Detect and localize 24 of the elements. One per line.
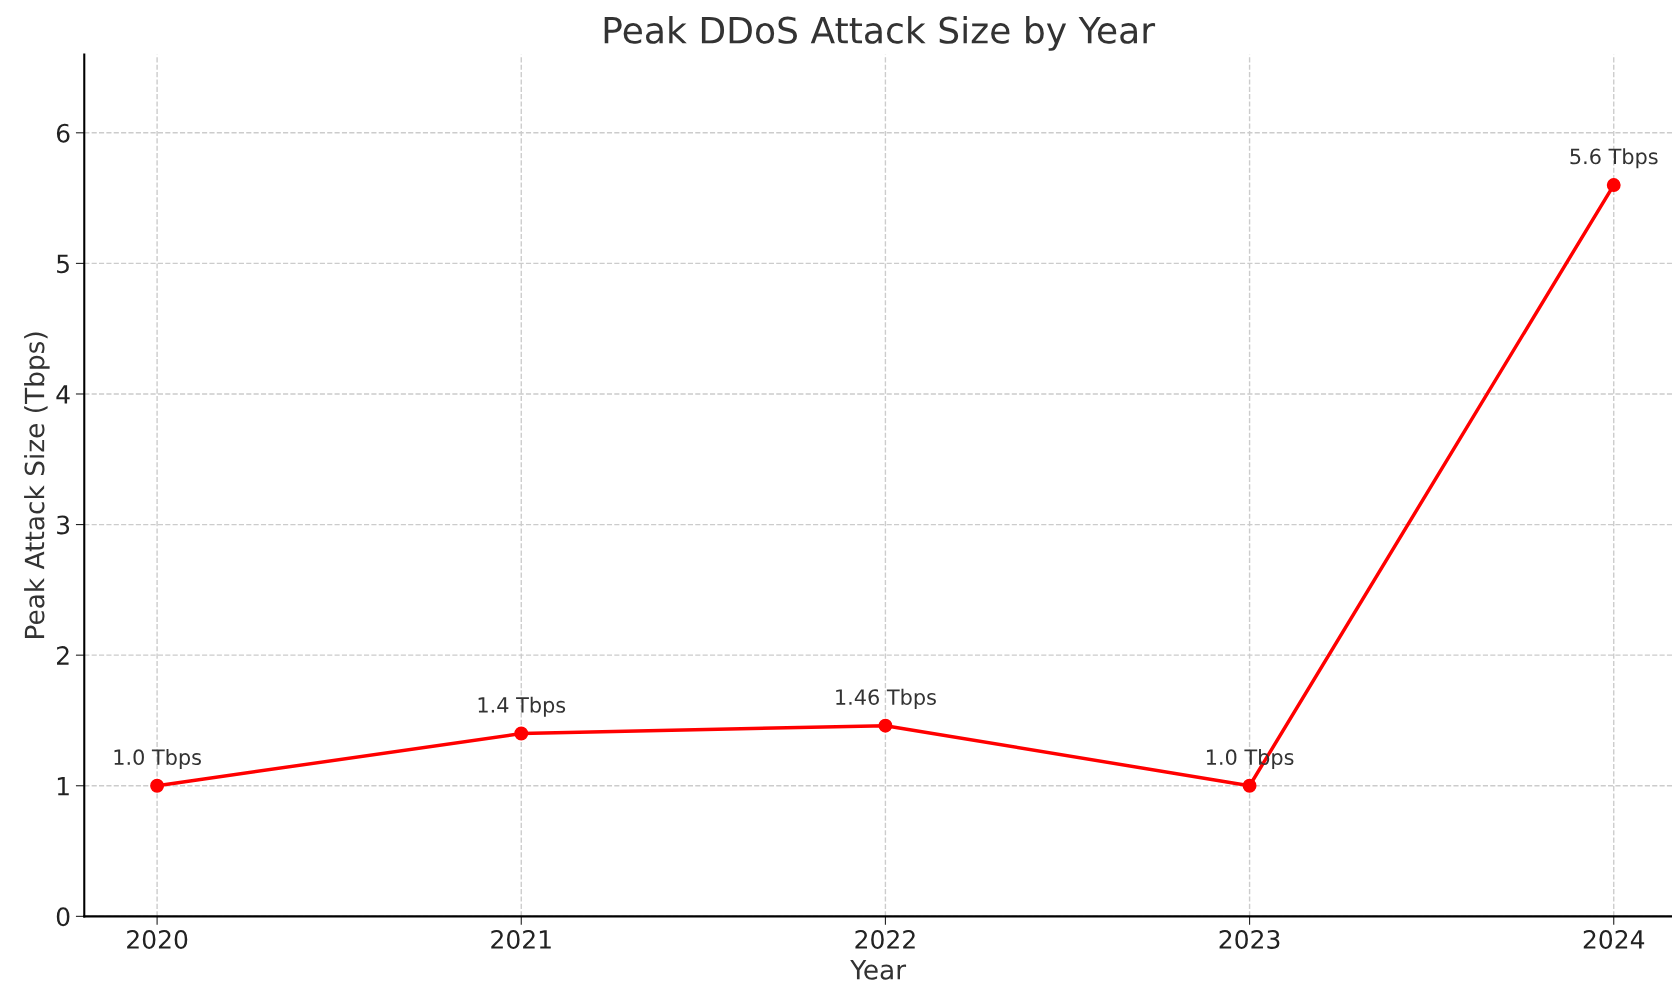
x-tick-label: 2021 (491, 929, 551, 949)
x-tick-label: 2022 (855, 929, 915, 949)
data-label: 1.0 Tbps (114, 748, 201, 770)
y-tick-label: 2 (57, 646, 69, 665)
y-tick-label: 3 (57, 515, 70, 535)
y-tick-label: 4 (56, 385, 70, 404)
y-tick-label: 6 (56, 123, 70, 143)
y-tick-label: 0 (56, 907, 70, 927)
y-axis-title: Peak Attack Size (Tbps) (24, 332, 50, 638)
data-label: 5.6 Tbps (1570, 148, 1658, 169)
chart-title: Peak DDoS Attack Size by Year (604, 15, 1156, 51)
x-tick-label: 2024 (1583, 929, 1645, 949)
point (1242, 778, 1257, 793)
y-tick-label: 1 (57, 777, 69, 796)
y-tick-label: 5 (57, 254, 69, 274)
data-label: 1.4 Tbps (478, 696, 566, 717)
data-label: 1.46 Tbps (836, 688, 936, 710)
x-axis-title: Year (850, 960, 907, 980)
point (150, 778, 165, 793)
point (1606, 178, 1621, 192)
point (878, 718, 893, 733)
point (514, 726, 529, 741)
x-tick-label: 2023 (1219, 929, 1280, 949)
x-tick-label: 2020 (127, 929, 188, 949)
